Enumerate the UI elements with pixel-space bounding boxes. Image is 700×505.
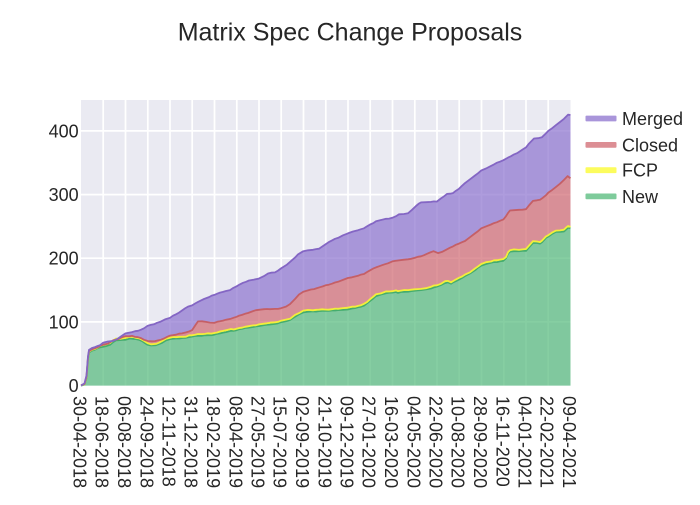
svg-text:02-09-2019: 02-09-2019	[292, 396, 312, 488]
svg-text:09-04-2021: 09-04-2021	[559, 396, 579, 488]
svg-text:10-08-2020: 10-08-2020	[448, 396, 468, 488]
svg-text:16-11-2020: 16-11-2020	[492, 396, 512, 487]
svg-text:100: 100	[49, 312, 79, 332]
svg-text:22-06-2020: 22-06-2020	[425, 396, 445, 488]
svg-text:28-09-2020: 28-09-2020	[470, 396, 490, 488]
svg-text:24-09-2018: 24-09-2018	[136, 396, 156, 488]
svg-text:30-04-2018: 30-04-2018	[69, 396, 89, 488]
svg-text:400: 400	[49, 121, 79, 141]
svg-text:16-03-2020: 16-03-2020	[381, 396, 401, 488]
svg-text:New: New	[622, 187, 659, 207]
svg-text:Matrix Spec Change Proposals: Matrix Spec Change Proposals	[178, 18, 523, 46]
svg-text:300: 300	[49, 185, 79, 205]
svg-text:06-08-2018: 06-08-2018	[114, 396, 134, 488]
svg-text:12-11-2018: 12-11-2018	[158, 396, 178, 487]
svg-text:04-05-2020: 04-05-2020	[403, 396, 423, 488]
svg-text:18-02-2019: 18-02-2019	[203, 396, 223, 488]
svg-text:Merged: Merged	[622, 109, 683, 129]
svg-text:08-04-2019: 08-04-2019	[225, 396, 245, 488]
svg-text:22-02-2021: 22-02-2021	[537, 396, 557, 488]
svg-text:27-01-2020: 27-01-2020	[359, 396, 379, 488]
svg-text:31-12-2018: 31-12-2018	[181, 396, 201, 488]
svg-text:21-10-2019: 21-10-2019	[314, 396, 334, 488]
svg-text:15-07-2019: 15-07-2019	[270, 396, 290, 488]
svg-text:0: 0	[69, 376, 79, 396]
svg-text:200: 200	[49, 249, 79, 269]
svg-text:FCP: FCP	[622, 161, 658, 181]
svg-text:Closed: Closed	[622, 135, 678, 155]
svg-text:27-05-2019: 27-05-2019	[247, 396, 267, 488]
svg-text:18-06-2018: 18-06-2018	[92, 396, 112, 488]
svg-text:09-12-2019: 09-12-2019	[336, 396, 356, 488]
svg-text:04-01-2021: 04-01-2021	[514, 396, 534, 488]
